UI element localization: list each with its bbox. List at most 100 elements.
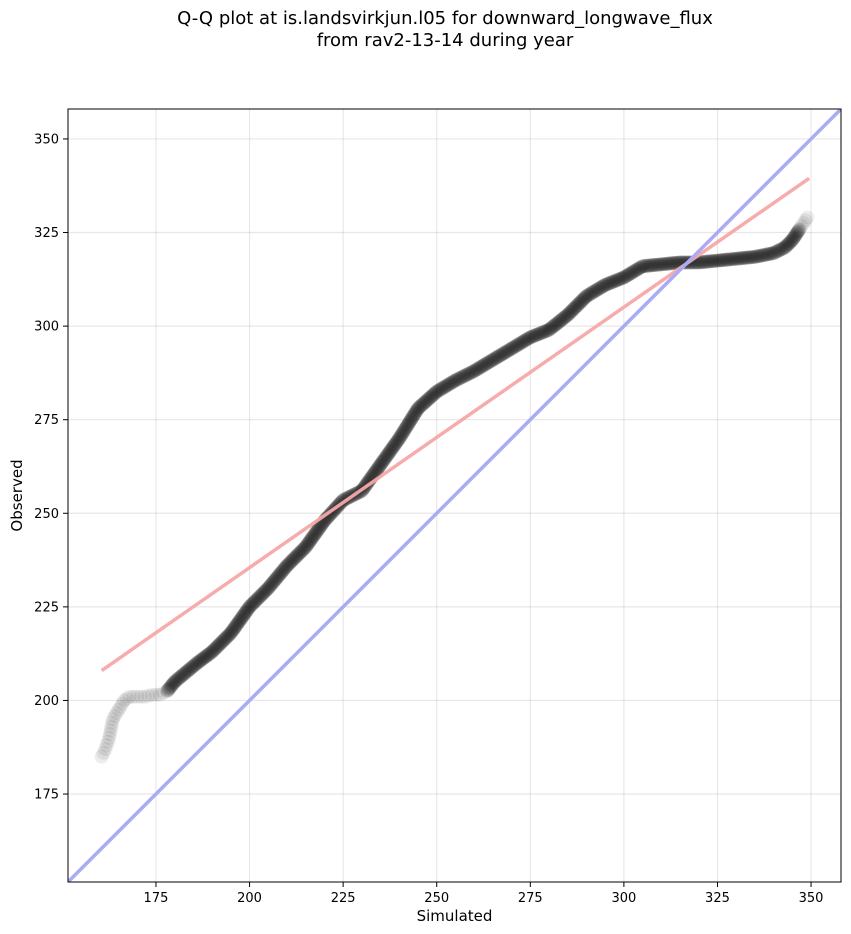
scatter-point: [497, 345, 512, 360]
scatter-point: [730, 251, 745, 266]
scatter-point: [383, 443, 398, 458]
scatter-point: [311, 521, 326, 536]
scatter-point: [661, 256, 676, 271]
x-tick-label: 350: [799, 891, 824, 906]
scatter-point: [656, 257, 671, 272]
scatter-point: [771, 243, 786, 258]
scatter-point: [722, 252, 737, 267]
scatter-point: [245, 596, 260, 611]
scatter-point: [735, 251, 750, 266]
scatter-point: [503, 342, 518, 357]
scatter-point: [778, 239, 793, 254]
chart-title-line-2: from rav2-13-14 during year: [316, 30, 574, 51]
scatter-point: [263, 578, 278, 593]
scatter-point: [657, 257, 672, 271]
scatter-point: [145, 687, 160, 702]
scatter-point: [611, 272, 626, 287]
scatter-point: [260, 582, 275, 596]
scatter-point: [551, 315, 566, 330]
scatter-point: [423, 390, 438, 405]
scatter-point: [394, 427, 409, 442]
scatter-point: [702, 254, 717, 269]
scatter-point: [743, 250, 758, 265]
scatter-point: [259, 582, 274, 597]
scatter-point: [229, 618, 244, 633]
scatter-point: [230, 617, 245, 632]
scatter-point: [792, 222, 807, 237]
y-tick-label: 350: [34, 132, 59, 147]
scatter-point: [201, 647, 216, 662]
scatter-point: [100, 734, 115, 749]
scatter-point: [225, 624, 240, 639]
scatter-point: [732, 251, 747, 266]
scatter-point: [521, 331, 536, 346]
scatter-point: [466, 364, 481, 379]
scatter-point: [247, 594, 262, 609]
scatter-point: [377, 452, 392, 467]
scatter-point: [387, 438, 402, 453]
scatter-point: [215, 634, 230, 649]
scatter-point: [308, 526, 323, 541]
scatter-point: [105, 712, 120, 727]
scatter-point: [296, 542, 311, 557]
scatter-point: [692, 255, 707, 270]
scatter-point: [437, 380, 451, 395]
scatter-point: [664, 256, 679, 271]
scatter-point: [300, 538, 315, 553]
scatter-point: [782, 236, 797, 251]
x-tick-label: 325: [705, 891, 730, 906]
scatter-point: [647, 258, 662, 273]
scatter-point: [512, 336, 527, 351]
scatter-point: [396, 424, 411, 439]
scatter-point: [375, 454, 390, 469]
scatter-point: [427, 387, 442, 402]
scatter-point: [655, 257, 670, 272]
scatter-point: [141, 688, 156, 703]
scatter-point: [547, 318, 562, 333]
x-axis-label: Simulated: [417, 907, 493, 925]
scatter-point: [442, 377, 457, 392]
scatter-point: [427, 386, 442, 401]
scatter-point: [746, 249, 761, 264]
scatter-point: [261, 581, 276, 596]
scatter-point: [283, 555, 298, 570]
scatter-point: [379, 448, 394, 463]
scatter-point: [709, 253, 724, 268]
scatter-point: [94, 749, 109, 764]
scatter-point: [559, 308, 574, 323]
scatter-point: [232, 613, 247, 628]
scatter-point: [643, 258, 658, 273]
scatter-point: [564, 304, 579, 319]
scatter-point: [744, 250, 759, 265]
scatter-point: [299, 539, 314, 553]
scatter-point: [205, 643, 220, 658]
scatter-point: [239, 604, 254, 619]
scatter-point: [514, 335, 529, 350]
scatter-point: [312, 520, 327, 535]
scatter-point: [499, 344, 514, 359]
scatter-point: [307, 527, 322, 542]
scatter-point: [395, 426, 410, 441]
scatter-point: [262, 579, 277, 594]
scatter-point: [719, 252, 734, 267]
scatter-point: [391, 432, 406, 447]
scatter-point: [254, 587, 269, 602]
scatter-point: [165, 677, 180, 692]
scatter-point: [179, 664, 194, 679]
scatter-point: [548, 317, 563, 332]
scatter-point: [102, 727, 117, 742]
scatter-point: [405, 410, 420, 425]
scatter-point: [605, 274, 620, 289]
scatter-point: [788, 228, 803, 243]
scatter-point: [488, 350, 503, 365]
scatter-point: [234, 610, 249, 625]
scatter-point: [130, 689, 145, 704]
scatter-point: [475, 359, 490, 374]
fit-line: [100, 176, 811, 672]
scatter-point: [573, 295, 588, 310]
scatter-point: [384, 442, 399, 457]
scatter-point: [467, 364, 482, 379]
scatter-point: [650, 257, 665, 272]
scatter-point: [701, 254, 716, 269]
scatter-point: [168, 673, 183, 688]
